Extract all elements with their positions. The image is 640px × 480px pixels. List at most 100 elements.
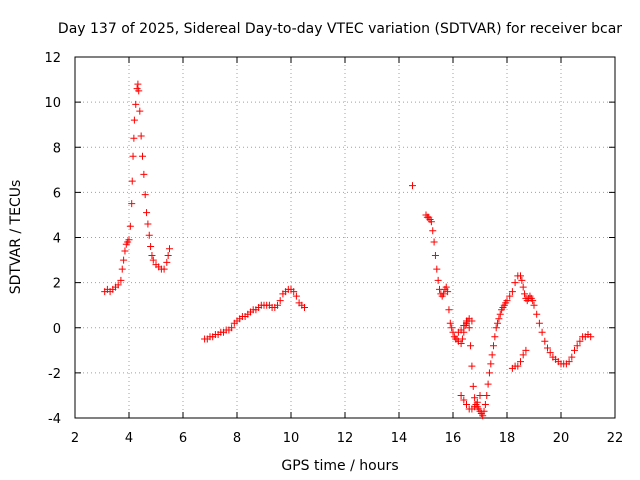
data-point bbox=[163, 258, 171, 266]
data-point bbox=[503, 297, 511, 305]
data-point bbox=[573, 342, 581, 350]
data-point bbox=[164, 252, 172, 260]
y-tick-label: 4 bbox=[53, 232, 61, 247]
grid bbox=[75, 57, 615, 418]
data-point bbox=[274, 301, 281, 309]
data-point bbox=[496, 310, 504, 318]
data-point bbox=[433, 265, 441, 273]
data-point bbox=[506, 292, 514, 300]
data-point bbox=[125, 236, 133, 244]
data-point bbox=[276, 297, 284, 305]
data-point bbox=[587, 333, 595, 341]
data-point bbox=[476, 391, 484, 399]
y-tick-label: 2 bbox=[53, 277, 61, 292]
data-point bbox=[487, 360, 495, 368]
data-point bbox=[571, 346, 578, 354]
x-tick-label: 16 bbox=[445, 431, 462, 446]
data-point bbox=[430, 238, 438, 246]
data-point bbox=[457, 391, 465, 399]
data-point bbox=[141, 191, 149, 199]
data-point bbox=[444, 288, 452, 296]
y-tick-labels: -4 -2 0 2 4 6 8 10 12 bbox=[44, 51, 61, 427]
data-point bbox=[465, 324, 473, 332]
x-tick-label: 6 bbox=[179, 431, 187, 446]
data-point bbox=[137, 132, 145, 140]
ticks bbox=[74, 56, 616, 419]
data-point bbox=[457, 326, 465, 334]
data-point bbox=[292, 292, 300, 300]
data-point bbox=[518, 276, 526, 284]
data-point bbox=[118, 265, 126, 273]
data-point bbox=[140, 170, 148, 178]
data-point bbox=[519, 351, 527, 359]
y-tick-label: -4 bbox=[48, 412, 61, 427]
y-tick-label: 12 bbox=[44, 51, 61, 66]
data-point bbox=[565, 358, 573, 366]
x-tick-label: 12 bbox=[337, 431, 354, 446]
data-point bbox=[144, 220, 152, 228]
data-point bbox=[445, 306, 453, 314]
data-point bbox=[160, 265, 168, 273]
data-point bbox=[446, 319, 454, 327]
data-point bbox=[530, 301, 538, 309]
data-point bbox=[508, 288, 516, 296]
x-tick-label: 2 bbox=[71, 431, 79, 446]
data-point bbox=[429, 227, 437, 235]
data-point bbox=[481, 400, 489, 408]
data-point bbox=[521, 290, 529, 298]
data-point bbox=[130, 116, 138, 124]
data-point bbox=[546, 349, 554, 357]
data-point bbox=[514, 362, 522, 370]
x-tick-label: 14 bbox=[391, 431, 408, 446]
data-point bbox=[483, 391, 491, 399]
data-point bbox=[128, 200, 136, 208]
data-point bbox=[448, 324, 456, 332]
data-point bbox=[544, 344, 551, 352]
data-point bbox=[458, 335, 466, 343]
data-point bbox=[517, 358, 524, 366]
y-axis-label: SDTVAR / TECUs bbox=[8, 180, 24, 295]
x-tick-label: 22 bbox=[607, 431, 624, 446]
data-point bbox=[519, 283, 527, 291]
data-point bbox=[471, 394, 479, 402]
data-point bbox=[484, 380, 492, 388]
data-points bbox=[101, 80, 595, 420]
x-tick-label: 4 bbox=[125, 431, 133, 446]
data-point bbox=[517, 272, 524, 280]
data-point bbox=[488, 351, 496, 359]
data-point bbox=[522, 346, 530, 354]
y-tick-label: 0 bbox=[53, 322, 61, 337]
y-tick-label: 10 bbox=[44, 96, 61, 111]
x-tick-label: 8 bbox=[233, 431, 241, 446]
data-point bbox=[457, 340, 465, 348]
x-axis-label: GPS time / hours bbox=[281, 458, 398, 474]
data-point bbox=[541, 337, 549, 345]
data-point bbox=[139, 152, 146, 160]
y-tick-label: 6 bbox=[53, 186, 61, 201]
data-point bbox=[431, 252, 439, 260]
data-point bbox=[460, 396, 468, 404]
data-point bbox=[132, 100, 140, 108]
data-point bbox=[145, 231, 153, 239]
data-point bbox=[460, 321, 468, 329]
data-point bbox=[121, 247, 129, 255]
data-point bbox=[126, 222, 134, 230]
x-tick-label: 10 bbox=[283, 431, 300, 446]
data-point bbox=[468, 317, 476, 325]
data-point bbox=[143, 209, 151, 217]
data-point bbox=[135, 87, 143, 95]
data-point bbox=[129, 152, 137, 160]
data-point bbox=[463, 400, 470, 408]
data-point bbox=[495, 315, 503, 323]
data-point bbox=[136, 107, 144, 115]
data-point bbox=[467, 342, 475, 350]
data-point bbox=[166, 245, 173, 253]
data-point bbox=[114, 281, 122, 289]
data-point bbox=[117, 276, 125, 284]
x-tick-label: 18 bbox=[499, 431, 516, 446]
data-point bbox=[533, 310, 541, 318]
data-point bbox=[490, 342, 497, 350]
data-point bbox=[473, 398, 481, 406]
